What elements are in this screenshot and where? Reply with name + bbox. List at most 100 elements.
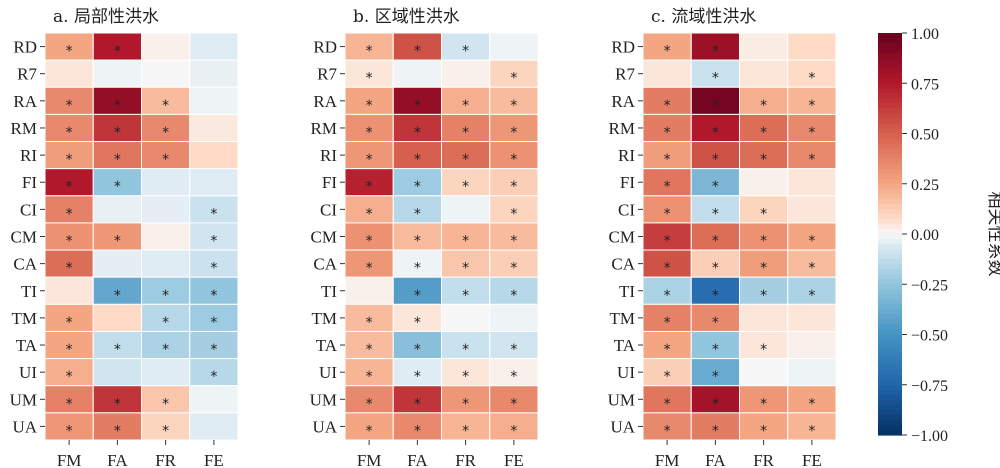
significance-marker: * bbox=[808, 125, 815, 141]
colorbar-segment bbox=[878, 249, 902, 255]
significance-marker: * bbox=[664, 152, 671, 168]
colorbar-segment bbox=[878, 299, 902, 305]
x-tick-label: FE bbox=[504, 451, 524, 468]
significance-marker: * bbox=[462, 369, 469, 385]
significance-marker: * bbox=[114, 98, 121, 114]
significance-marker: * bbox=[712, 261, 719, 277]
heatmap-cell bbox=[344, 195, 394, 224]
y-tick-label: UI bbox=[19, 363, 37, 382]
heatmap-cell bbox=[189, 385, 239, 414]
colorbar-segment bbox=[878, 128, 902, 135]
significance-marker: * bbox=[510, 423, 517, 439]
heatmap-cell bbox=[344, 276, 394, 305]
significance-marker: * bbox=[114, 125, 121, 141]
significance-marker: * bbox=[366, 396, 373, 412]
significance-marker: * bbox=[712, 152, 719, 168]
heatmap-cell bbox=[189, 412, 239, 441]
significance-marker: * bbox=[366, 179, 373, 195]
colorbar-segment bbox=[878, 208, 902, 215]
heatmap-cell bbox=[44, 412, 94, 441]
heatmap-cell bbox=[489, 303, 539, 332]
heatmap-cell bbox=[189, 141, 239, 170]
significance-marker: * bbox=[510, 234, 517, 250]
colorbar-segment bbox=[878, 168, 902, 175]
heatmap-cell bbox=[787, 195, 837, 224]
heatmap-cell bbox=[392, 276, 442, 305]
colorbar-segment bbox=[878, 213, 902, 220]
heatmap-cell bbox=[489, 32, 539, 61]
significance-marker: * bbox=[162, 315, 169, 331]
heatmap-cell bbox=[141, 168, 191, 197]
heatmap-cell bbox=[690, 276, 740, 305]
significance-marker: * bbox=[210, 369, 217, 385]
significance-marker: * bbox=[66, 369, 73, 385]
colorbar-tick-label: 0.50 bbox=[911, 127, 939, 144]
significance-marker: * bbox=[114, 423, 121, 439]
colorbar-segment bbox=[878, 349, 902, 356]
heatmap-cell bbox=[739, 222, 789, 251]
colorbar-segment bbox=[878, 274, 902, 280]
heatmap-cell bbox=[441, 113, 491, 143]
significance-marker: * bbox=[414, 342, 421, 358]
colorbar-segment bbox=[878, 188, 902, 195]
y-tick-label: TM bbox=[312, 309, 338, 328]
significance-marker: * bbox=[712, 206, 719, 222]
y-tick-label: TI bbox=[21, 282, 37, 301]
significance-marker: * bbox=[664, 234, 671, 250]
significance-marker: * bbox=[712, 71, 719, 87]
y-tick-label: CI bbox=[618, 200, 635, 219]
colorbar-segment bbox=[878, 108, 902, 114]
significance-marker: * bbox=[712, 288, 719, 304]
colorbar-segment bbox=[878, 148, 902, 155]
y-tick-label: TA bbox=[16, 336, 38, 355]
significance-marker: * bbox=[66, 206, 73, 222]
colorbar-segment bbox=[878, 279, 902, 285]
y-tick-label: UA bbox=[12, 417, 37, 436]
heatmap-cell bbox=[690, 330, 740, 360]
heatmap-cell bbox=[787, 249, 837, 278]
significance-marker: * bbox=[760, 206, 767, 222]
significance-marker: * bbox=[664, 423, 671, 439]
colorbar-segment bbox=[878, 38, 902, 44]
heatmap-cell bbox=[92, 32, 142, 61]
colorbar-segment bbox=[878, 389, 902, 396]
y-tick-label: UI bbox=[319, 363, 337, 382]
significance-marker: * bbox=[462, 125, 469, 141]
colorbar-segment bbox=[878, 309, 902, 315]
panel-title: c. 流域性洪水 bbox=[651, 7, 756, 27]
significance-marker: * bbox=[162, 125, 169, 141]
significance-marker: * bbox=[366, 423, 373, 439]
significance-marker: * bbox=[414, 423, 421, 439]
colorbar-segment bbox=[878, 239, 902, 245]
heatmap-cell bbox=[392, 32, 442, 61]
significance-marker: * bbox=[210, 315, 217, 331]
colorbar-segment bbox=[878, 419, 902, 426]
panel-title: b. 区域性洪水 bbox=[353, 7, 460, 27]
colorbar-segment bbox=[878, 284, 902, 290]
y-tick-label: UA bbox=[312, 417, 337, 436]
heatmap-cell bbox=[189, 249, 239, 278]
heatmap-cell bbox=[739, 303, 789, 332]
significance-marker: * bbox=[462, 423, 469, 439]
y-tick-label: R7 bbox=[317, 65, 337, 84]
heatmap-cell bbox=[441, 168, 491, 197]
colorbar-segment bbox=[878, 48, 902, 54]
heatmap-cell bbox=[92, 141, 142, 170]
heatmap-cell bbox=[787, 59, 837, 88]
significance-marker: * bbox=[66, 179, 73, 195]
heatmap-cell bbox=[787, 303, 837, 332]
significance-marker: * bbox=[510, 98, 517, 114]
colorbar-segment bbox=[878, 163, 902, 170]
heatmap-cell bbox=[44, 276, 94, 305]
colorbar-tick-label: −0.25 bbox=[911, 277, 948, 294]
y-tick-label: TM bbox=[610, 309, 636, 328]
heatmap-cell bbox=[44, 195, 94, 224]
significance-marker: * bbox=[510, 179, 517, 195]
heatmap-cell bbox=[690, 358, 740, 387]
colorbar-segment bbox=[878, 193, 902, 200]
y-tick-label: RI bbox=[320, 146, 337, 165]
heatmap-cell bbox=[344, 141, 394, 170]
heatmap-cell bbox=[489, 86, 539, 115]
heatmap-cell bbox=[141, 32, 191, 61]
colorbar-segment bbox=[878, 259, 902, 265]
